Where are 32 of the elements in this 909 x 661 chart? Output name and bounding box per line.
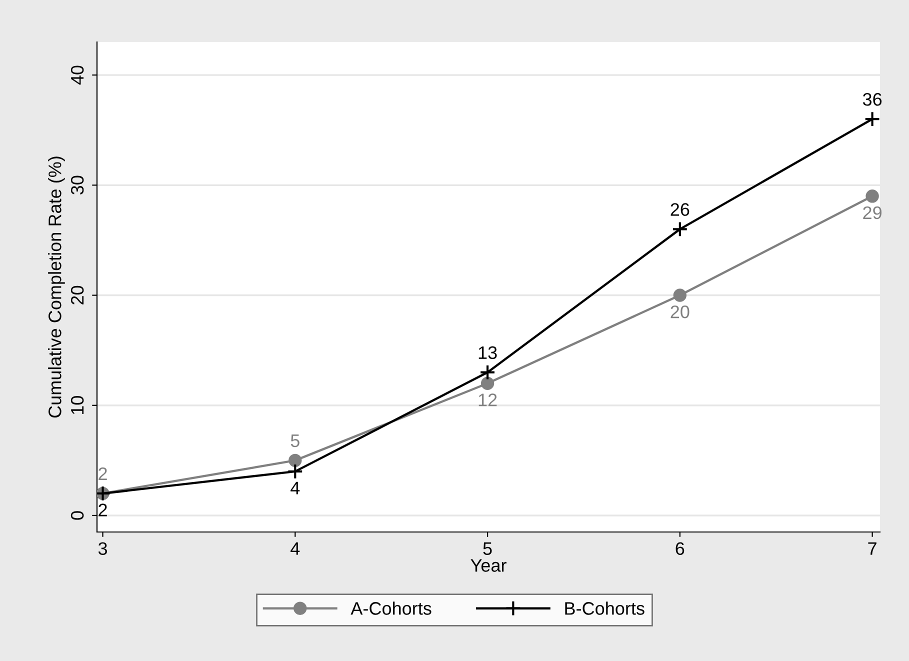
data-label: 12 [478,394,497,406]
x-tick-label: 3 [98,542,107,555]
point [673,288,687,302]
data-label: 2 [98,504,107,516]
y-tick-label: 10 [70,396,84,414]
data-label: 26 [670,203,690,216]
point [480,364,496,380]
data-label: 13 [478,346,497,360]
data-label: 5 [290,434,300,448]
point [480,376,494,390]
data-label: 36 [862,93,882,106]
point [866,190,879,203]
data-label: 4 [290,482,300,494]
legend-label: A-Cohorts [350,602,432,615]
y-axis-title: Cumulative Completion Rate (%) [48,156,65,418]
x-tick-label: 7 [868,542,876,555]
data-label: 2 [98,467,107,480]
point [288,454,302,468]
x-tick-label: 4 [290,542,300,555]
data-label: 29 [863,206,882,220]
point [864,111,880,128]
point [287,463,304,480]
x-axis-title: Year [470,559,506,572]
y-tick-label: 30 [70,176,84,194]
x-tick-label: 6 [676,542,684,555]
data-label: 20 [670,305,690,318]
point [672,221,688,238]
legend-label: B-Cohorts [565,602,644,615]
y-tick-label: 40 [70,66,84,85]
y-tick-label: 20 [70,286,84,304]
x-tick-label: 5 [483,542,492,555]
y-tick-label: 0 [70,511,84,520]
